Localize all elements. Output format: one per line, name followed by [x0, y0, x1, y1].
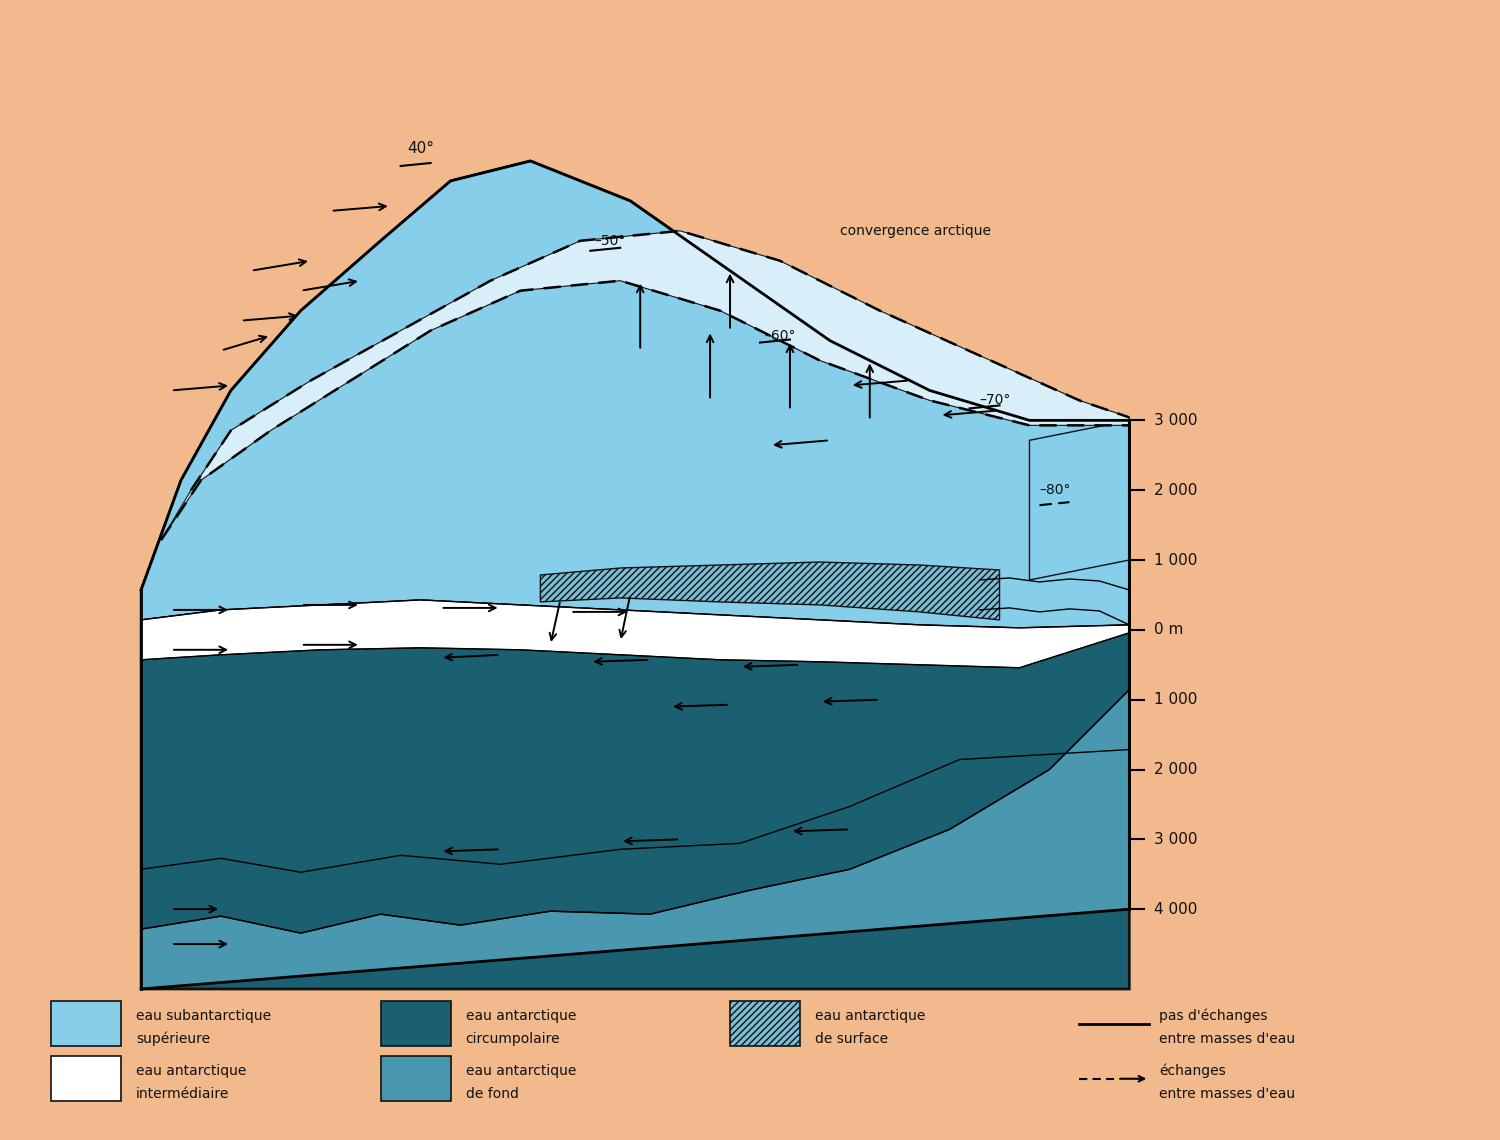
Text: 2 000: 2 000 — [1155, 762, 1197, 777]
Text: 40°: 40° — [406, 141, 433, 156]
Text: intermédiaire: intermédiaire — [136, 1086, 230, 1101]
Text: –50°: –50° — [594, 234, 626, 247]
Text: –70°: –70° — [980, 393, 1011, 407]
Text: entre masses d'eau: entre masses d'eau — [1160, 1032, 1296, 1045]
FancyBboxPatch shape — [51, 1057, 122, 1101]
Text: 3 000: 3 000 — [1155, 832, 1197, 847]
Text: convergence arctique: convergence arctique — [840, 223, 992, 238]
Polygon shape — [141, 161, 1130, 990]
Text: 3 000: 3 000 — [1155, 413, 1197, 428]
Polygon shape — [160, 230, 1130, 540]
Text: circumpolaire: circumpolaire — [465, 1032, 560, 1045]
Text: –80°: –80° — [1040, 483, 1071, 497]
Text: eau subantarctique: eau subantarctique — [136, 1009, 272, 1023]
Polygon shape — [141, 690, 1130, 990]
Text: supérieure: supérieure — [136, 1032, 210, 1047]
Text: de fond: de fond — [465, 1086, 519, 1101]
Text: eau antarctique: eau antarctique — [136, 1064, 246, 1077]
Text: eau antarctique: eau antarctique — [465, 1009, 576, 1023]
Text: eau antarctique: eau antarctique — [465, 1064, 576, 1077]
Polygon shape — [141, 600, 1130, 668]
Text: de surface: de surface — [815, 1032, 888, 1045]
Text: 2 000: 2 000 — [1155, 482, 1197, 498]
Text: 1 000: 1 000 — [1155, 692, 1197, 707]
FancyBboxPatch shape — [381, 1057, 450, 1101]
Text: entre masses d'eau: entre masses d'eau — [1160, 1086, 1296, 1101]
FancyBboxPatch shape — [51, 1001, 122, 1047]
Text: 4 000: 4 000 — [1155, 902, 1197, 917]
Polygon shape — [1029, 421, 1130, 580]
Text: échanges: échanges — [1160, 1064, 1226, 1078]
Text: 1 000: 1 000 — [1155, 553, 1197, 568]
Text: –60°: –60° — [764, 328, 795, 343]
FancyBboxPatch shape — [730, 1001, 800, 1047]
Polygon shape — [160, 230, 1130, 540]
Text: 0 m: 0 m — [1155, 622, 1184, 637]
Polygon shape — [540, 562, 999, 620]
Text: pas d'échanges: pas d'échanges — [1160, 1009, 1268, 1024]
Polygon shape — [141, 161, 1130, 628]
Text: eau antarctique: eau antarctique — [815, 1009, 926, 1023]
FancyBboxPatch shape — [381, 1001, 450, 1047]
